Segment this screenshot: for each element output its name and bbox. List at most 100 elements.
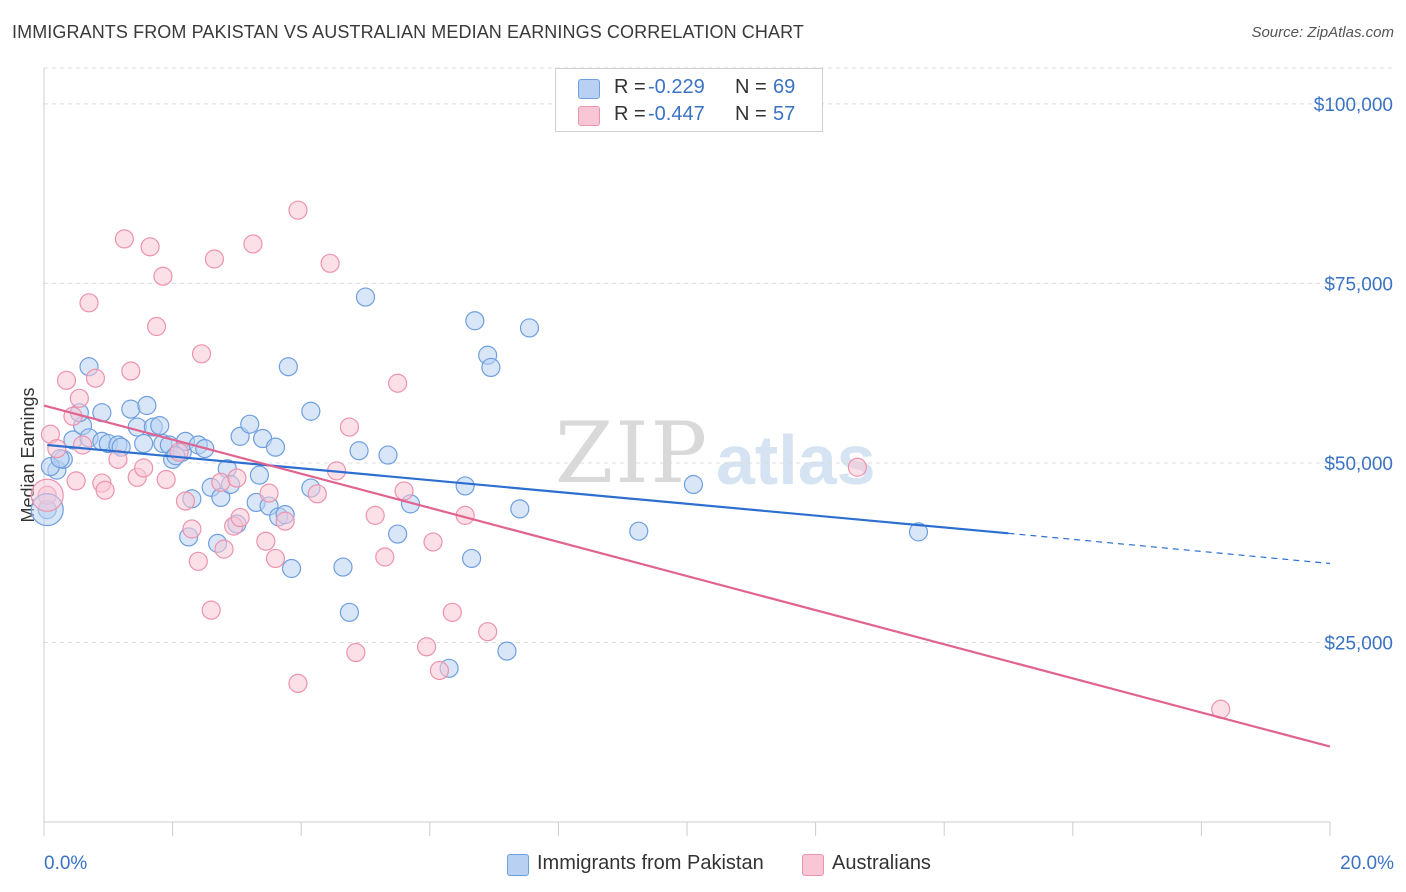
watermark-atlas: atlas — [716, 421, 876, 499]
n-label: N = — [735, 103, 767, 125]
australians-point — [95, 480, 115, 500]
pakistan-point — [127, 417, 147, 437]
australians-point — [288, 673, 308, 694]
australians-point — [847, 457, 867, 477]
pakistan-point — [301, 401, 321, 421]
pakistan-point — [333, 557, 353, 577]
r-label: R = — [614, 76, 646, 98]
australians-point — [175, 491, 196, 511]
y-tick-label: $75,000 — [1324, 274, 1393, 295]
pakistan-point — [150, 416, 170, 436]
pakistan-swatch — [578, 79, 600, 99]
source-label: Source: ZipAtlas.com — [1251, 24, 1394, 41]
australians-point — [108, 449, 128, 469]
australians-point — [339, 417, 360, 437]
australians-point — [429, 660, 450, 681]
australians-swatch — [578, 106, 600, 126]
australians-point — [146, 316, 167, 337]
pakistan-point — [481, 357, 501, 378]
australians-point — [442, 602, 462, 622]
y-tick-label: $25,000 — [1324, 633, 1393, 654]
r-label: R = — [614, 103, 646, 125]
australians-point — [243, 234, 263, 254]
n-value: 69 — [773, 76, 796, 98]
australians-point — [320, 253, 340, 273]
pakistan-point — [461, 548, 482, 569]
australians-point — [63, 406, 83, 426]
australians-point — [275, 511, 295, 531]
pakistan-trend-line — [47, 443, 1009, 535]
australians-point — [256, 531, 276, 551]
pakistan-point — [121, 399, 141, 419]
australians-point — [30, 478, 64, 512]
n-label: N = — [735, 76, 767, 98]
watermark-zip: ZIP — [555, 404, 710, 502]
pakistan-point — [629, 521, 649, 541]
australians-point — [423, 532, 443, 552]
australians-point — [114, 229, 134, 249]
pakistan-point — [355, 287, 376, 307]
y-tick-label: $50,000 — [1324, 454, 1393, 475]
australians-point — [134, 458, 154, 478]
pakistan-point — [339, 602, 360, 622]
australians-point — [140, 237, 160, 257]
australians-point — [188, 551, 208, 571]
australians-point — [259, 483, 279, 503]
australians-point — [478, 622, 498, 642]
australians-point — [288, 200, 308, 220]
pakistan-point — [137, 395, 157, 416]
pakistan-point — [281, 558, 302, 579]
australians-point — [85, 368, 106, 388]
x-tick-label: 0.0% — [44, 853, 87, 874]
australians-point — [69, 388, 89, 408]
pakistan-point — [278, 357, 298, 377]
legend-label: Australians — [832, 852, 931, 874]
australians-point — [230, 507, 250, 528]
australians-point — [365, 505, 385, 525]
australians-point — [388, 373, 408, 393]
australians-point — [182, 519, 202, 539]
pakistan-swatch — [507, 854, 529, 876]
pakistan-point — [908, 522, 929, 542]
australians-point — [214, 539, 234, 559]
pakistan-point — [497, 641, 517, 661]
y-tick-label: $100,000 — [1314, 95, 1393, 116]
pakistan-point — [240, 414, 260, 434]
australians-swatch — [802, 854, 824, 876]
australians-point — [191, 344, 212, 364]
australians-point — [211, 472, 231, 492]
pakistan-point — [265, 437, 286, 457]
pakistan-point — [519, 318, 540, 338]
pakistan-point — [455, 476, 475, 496]
australians-point — [346, 642, 366, 663]
australians-point — [66, 471, 86, 491]
australians-trend-line — [43, 404, 1331, 748]
r-value: -0.229 — [648, 76, 705, 98]
pakistan-point — [465, 311, 485, 331]
x-tick-label: 20.0% — [1340, 853, 1394, 874]
r-value: -0.447 — [648, 103, 705, 125]
australians-point — [79, 293, 99, 313]
australians-point — [375, 547, 395, 567]
australians-point — [121, 361, 141, 381]
australians-point — [204, 249, 224, 269]
australians-point — [265, 548, 286, 569]
n-value: 57 — [773, 103, 796, 125]
pakistan-point — [388, 524, 408, 544]
australians-point — [416, 637, 437, 657]
pakistan-point — [349, 441, 369, 461]
pakistan-point — [510, 499, 530, 519]
pakistan-point — [683, 474, 704, 495]
pakistan-point — [249, 465, 270, 485]
pakistan-point — [134, 433, 154, 454]
legend-label: Immigrants from Pakistan — [537, 852, 764, 874]
pakistan-trend-extension — [1008, 532, 1331, 565]
chart-title: IMMIGRANTS FROM PAKISTAN VS AUSTRALIAN M… — [12, 22, 804, 42]
australians-point — [72, 435, 93, 455]
australians-point — [201, 600, 221, 620]
australians-point — [47, 438, 67, 459]
stats-legend: R = -0.229 N = 69 R = -0.447 N = 57 — [555, 68, 823, 132]
australians-point — [307, 484, 327, 504]
australians-point — [153, 266, 173, 286]
